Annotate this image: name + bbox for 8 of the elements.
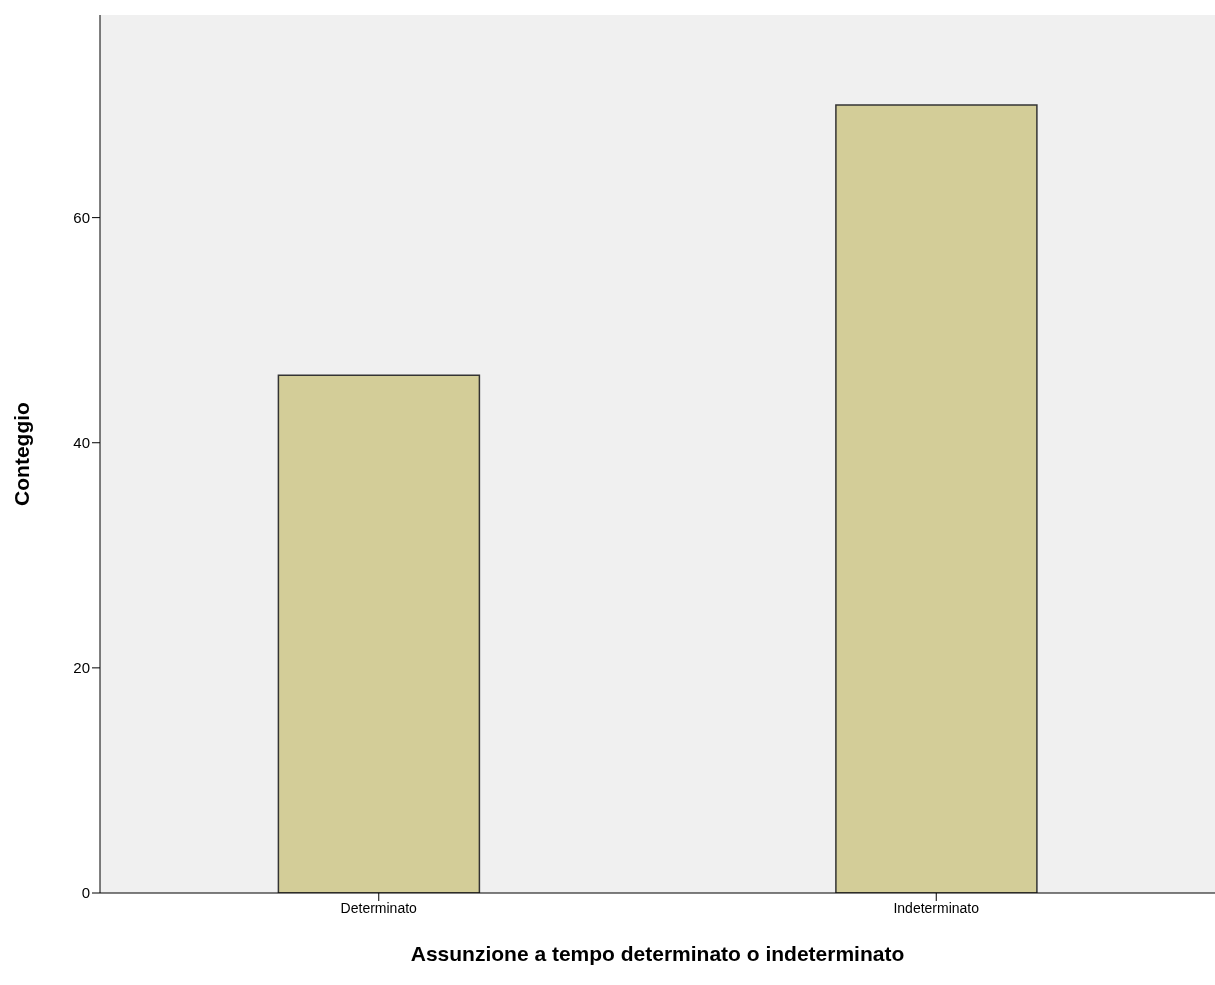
y-tick-label: 20 [73, 659, 90, 677]
y-tick-label: 60 [73, 208, 90, 226]
x-tick-label: Determinato [340, 899, 418, 916]
y-axis-title: Conteggio [10, 402, 34, 506]
x-axis-title: Assunzione a tempo determinato o indeterminato [410, 942, 905, 965]
x-tick-label: Indeterminato [893, 899, 980, 916]
y-tick-label: 0 [81, 884, 90, 902]
y-tick-label: 40 [73, 434, 90, 452]
